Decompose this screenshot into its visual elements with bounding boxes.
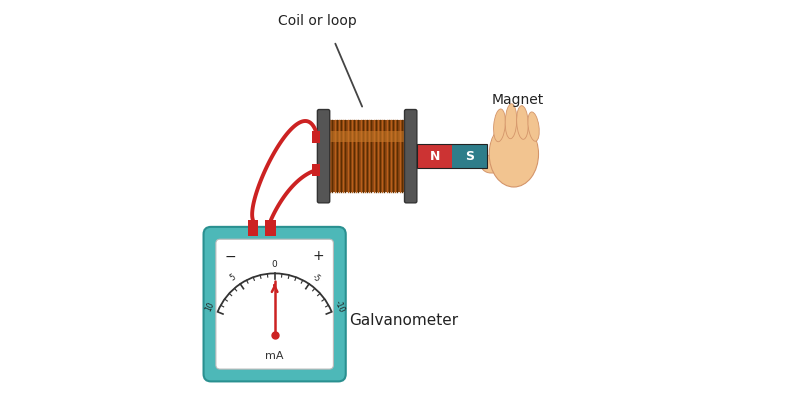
Bar bbox=[328, 131, 406, 142]
Ellipse shape bbox=[481, 154, 506, 173]
Text: mA: mA bbox=[266, 351, 284, 361]
Bar bbox=[312, 131, 320, 143]
Ellipse shape bbox=[490, 121, 538, 183]
Text: Coil or loop: Coil or loop bbox=[278, 14, 357, 28]
FancyBboxPatch shape bbox=[216, 239, 334, 369]
Ellipse shape bbox=[528, 112, 539, 141]
Ellipse shape bbox=[517, 106, 528, 139]
FancyBboxPatch shape bbox=[405, 110, 417, 203]
Text: −: − bbox=[225, 249, 237, 263]
Text: Galvanometer: Galvanometer bbox=[349, 314, 458, 328]
Text: -5: -5 bbox=[310, 272, 322, 284]
FancyBboxPatch shape bbox=[203, 227, 346, 381]
Bar bbox=[248, 220, 258, 236]
Bar bbox=[452, 144, 487, 168]
Text: +: + bbox=[313, 249, 324, 263]
Bar bbox=[328, 120, 406, 192]
Ellipse shape bbox=[489, 121, 538, 187]
Bar bbox=[266, 220, 276, 236]
Text: 0: 0 bbox=[272, 260, 278, 269]
Text: -10: -10 bbox=[333, 299, 346, 314]
Text: S: S bbox=[465, 150, 474, 163]
Bar bbox=[418, 144, 452, 168]
Text: 5: 5 bbox=[229, 273, 238, 283]
FancyBboxPatch shape bbox=[318, 110, 330, 203]
Text: Magnet: Magnet bbox=[491, 92, 543, 107]
Ellipse shape bbox=[505, 104, 517, 139]
Text: N: N bbox=[430, 150, 440, 163]
Bar bbox=[418, 144, 487, 168]
Text: 10: 10 bbox=[204, 300, 216, 312]
Ellipse shape bbox=[494, 109, 506, 142]
Bar bbox=[312, 164, 320, 176]
